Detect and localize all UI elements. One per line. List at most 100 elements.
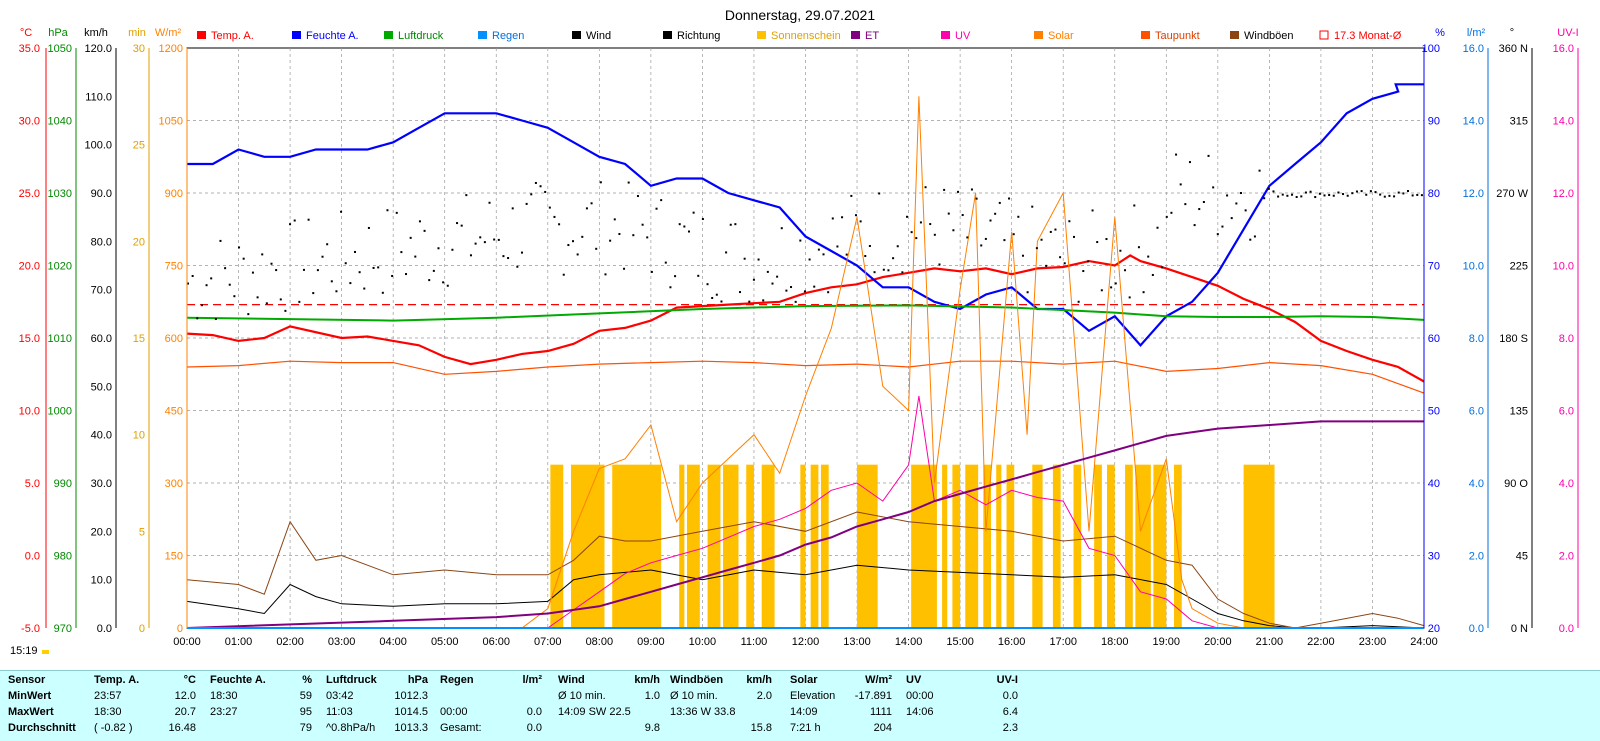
wind-direction-dot bbox=[451, 249, 453, 251]
wind-direction-dot bbox=[1189, 161, 1191, 163]
y-tick-label-temp: 30.0 bbox=[19, 116, 40, 128]
wind-direction-dot bbox=[883, 269, 885, 271]
footer-cell-value: 79 bbox=[254, 721, 312, 735]
wind-direction-dot bbox=[823, 253, 825, 255]
wind-direction-dot bbox=[632, 234, 634, 236]
wind-direction-dot bbox=[493, 239, 495, 241]
axis-unit-solar: W/m² bbox=[155, 27, 182, 39]
x-tick-label: 09:00 bbox=[637, 636, 665, 648]
sunshine-bar bbox=[1125, 465, 1133, 628]
wind-direction-dot bbox=[1101, 289, 1103, 291]
wind-direction-dot bbox=[1184, 203, 1186, 205]
wind-direction-dot bbox=[1045, 265, 1047, 267]
wind-direction-dot bbox=[948, 213, 950, 215]
wind-direction-dot bbox=[1402, 192, 1404, 194]
y-tick-label-wind: 70.0 bbox=[91, 285, 112, 297]
wind-direction-dot bbox=[1064, 262, 1066, 264]
wind-direction-dot bbox=[498, 239, 500, 241]
y-tick-label-rain: 2.0 bbox=[1469, 551, 1484, 563]
y-tick-label-dir: 315 bbox=[1510, 116, 1528, 128]
y-tick-label-dir: 135 bbox=[1510, 406, 1528, 418]
wind-direction-dot bbox=[516, 266, 518, 268]
wind-direction-dot bbox=[391, 275, 393, 277]
y-tick-label-rain: 6.0 bbox=[1469, 406, 1484, 418]
wind-direction-dot bbox=[1416, 194, 1418, 196]
wind-direction-dot bbox=[275, 269, 277, 271]
y-tick-label-rain: 12.0 bbox=[1463, 188, 1484, 200]
wind-direction-dot bbox=[725, 251, 727, 253]
wind-direction-dot bbox=[929, 223, 931, 225]
wind-direction-dot bbox=[317, 269, 319, 271]
y-tick-label-sun: 0 bbox=[139, 623, 145, 635]
legend-label: Windböen bbox=[1244, 30, 1294, 42]
wind-direction-dot bbox=[693, 212, 695, 214]
wind-direction-dot bbox=[790, 286, 792, 288]
footer-cell-value: 1111 bbox=[834, 705, 892, 719]
wind-direction-dot bbox=[558, 223, 560, 225]
wind-direction-dot bbox=[1245, 209, 1247, 211]
footer-cell-time: 14:09 SW 22.5 bbox=[558, 705, 628, 719]
wind-direction-dot bbox=[544, 191, 546, 193]
wind-direction-dot bbox=[1277, 196, 1279, 198]
wind-direction-dot bbox=[1105, 238, 1107, 240]
wind-direction-dot bbox=[1203, 201, 1205, 203]
wind-direction-dot bbox=[475, 243, 477, 245]
footer-cell-value: 1014.5 bbox=[370, 705, 428, 719]
x-tick-label: 23:00 bbox=[1359, 636, 1387, 648]
wind-direction-dot bbox=[331, 280, 333, 282]
wind-direction-dot bbox=[999, 202, 1001, 204]
wind-direction-dot bbox=[656, 208, 658, 210]
y-tick-label-wind: 90.0 bbox=[91, 188, 112, 200]
sunshine-bar bbox=[723, 465, 738, 628]
y-tick-label-hum: 30 bbox=[1428, 551, 1440, 563]
sunshine-bar bbox=[612, 465, 661, 628]
wind-direction-dot bbox=[734, 223, 736, 225]
wind-direction-dot bbox=[1022, 255, 1024, 257]
wind-direction-dot bbox=[952, 229, 954, 231]
y-tick-label-wind: 120.0 bbox=[84, 43, 112, 55]
footer-header-unit: km/h bbox=[714, 673, 772, 687]
sunshine-bar bbox=[1074, 465, 1082, 628]
y-tick-label-rain: 4.0 bbox=[1469, 478, 1484, 490]
wind-direction-dot bbox=[836, 245, 838, 247]
wind-direction-dot bbox=[410, 237, 412, 239]
wind-direction-dot bbox=[651, 271, 653, 273]
wind-direction-dot bbox=[990, 220, 992, 222]
wind-direction-dot bbox=[345, 262, 347, 264]
y-tick-label-press: 1000 bbox=[48, 406, 72, 418]
wind-direction-dot bbox=[1027, 291, 1029, 293]
legend-swatch bbox=[1141, 31, 1150, 39]
wind-direction-dot bbox=[1314, 196, 1316, 198]
wind-direction-dot bbox=[1208, 155, 1210, 157]
wind-direction-dot bbox=[1068, 220, 1070, 222]
wind-direction-dot bbox=[470, 254, 472, 256]
footer-header-unit: W/m² bbox=[834, 673, 892, 687]
x-tick-label: 01:00 bbox=[225, 636, 253, 648]
legend-swatch bbox=[1034, 31, 1043, 39]
wind-direction-dot bbox=[303, 269, 305, 271]
wind-direction-dot bbox=[252, 272, 254, 274]
y-tick-label-uv: 0.0 bbox=[1559, 623, 1574, 635]
wind-direction-dot bbox=[1092, 209, 1094, 211]
axis-unit-temp: °C bbox=[20, 27, 32, 39]
wind-direction-dot bbox=[224, 267, 226, 269]
wind-direction-dot bbox=[744, 258, 746, 260]
wind-direction-dot bbox=[892, 257, 894, 259]
legend-label: Solar bbox=[1048, 30, 1074, 42]
footer-cell-value: 15.8 bbox=[714, 721, 772, 735]
wind-direction-dot bbox=[934, 234, 936, 236]
wind-direction-dot bbox=[804, 290, 806, 292]
legend-swatch bbox=[757, 31, 766, 39]
x-tick-label: 11:00 bbox=[741, 636, 768, 648]
wind-direction-dot bbox=[762, 299, 764, 301]
wind-direction-dot bbox=[1333, 195, 1335, 197]
wind-direction-dot bbox=[1393, 195, 1395, 197]
wind-direction-dot bbox=[971, 188, 973, 190]
axis-unit-wind: km/h bbox=[84, 27, 108, 39]
y-tick-label-sun: 20 bbox=[133, 236, 145, 248]
x-tick-label: 07:00 bbox=[534, 636, 562, 648]
x-tick-label: 19:00 bbox=[1153, 636, 1181, 648]
wind-direction-dot bbox=[433, 270, 435, 272]
y-tick-label-dir: 360 N bbox=[1499, 43, 1528, 55]
